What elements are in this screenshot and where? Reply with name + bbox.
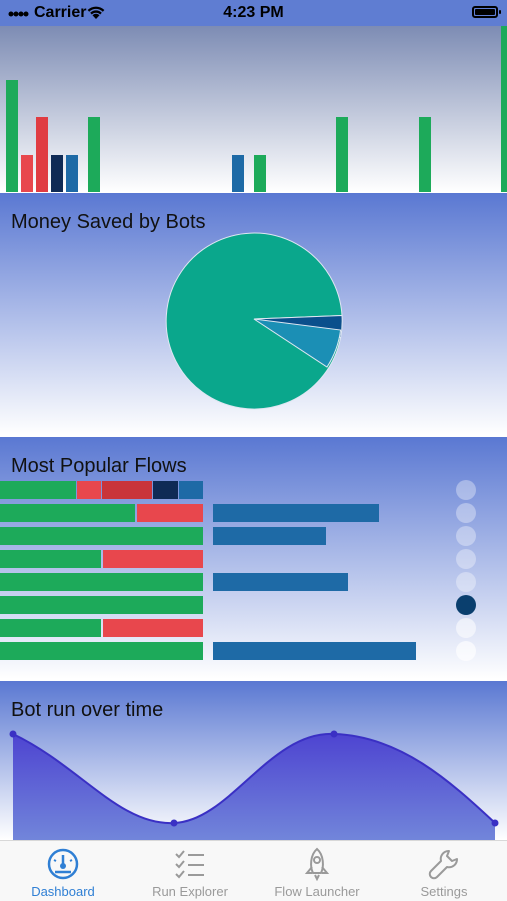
chart-bar xyxy=(21,155,33,192)
chart-bar xyxy=(51,155,63,192)
signal-icon xyxy=(8,11,29,17)
flow-count-bar xyxy=(213,642,416,660)
carrier-label: Carrier xyxy=(34,4,87,21)
chart-bar xyxy=(66,155,78,192)
clock: 4:23 PM xyxy=(223,4,284,21)
page-dot[interactable] xyxy=(456,480,476,500)
data-point xyxy=(170,819,178,827)
chart-bar xyxy=(6,80,18,192)
money-saved-panel: Money Saved by Bots xyxy=(0,193,507,435)
chart-bar xyxy=(254,155,266,192)
page-dot[interactable] xyxy=(456,503,476,523)
tab-settings[interactable]: Settings xyxy=(381,841,507,901)
tab-dashboard[interactable]: Dashboard xyxy=(0,841,126,901)
data-point xyxy=(9,730,17,738)
panel-title: Most Popular Flows xyxy=(11,455,187,477)
chart-bar xyxy=(232,155,244,192)
tab-label: Settings xyxy=(420,884,468,899)
tab-flow-launcher[interactable]: Flow Launcher xyxy=(254,841,380,901)
data-point xyxy=(330,730,338,738)
money-saved-pie-chart xyxy=(165,232,343,410)
page-dot-active[interactable] xyxy=(456,595,476,615)
panel-title: Bot run over time xyxy=(11,699,164,721)
tab-run-explorer[interactable]: Run Explorer xyxy=(127,841,253,901)
status-bar: Carrier 4:23 PM xyxy=(0,0,507,26)
data-point xyxy=(491,819,499,827)
flow-count-bar xyxy=(213,504,379,522)
bot-run-area-chart xyxy=(9,730,499,840)
tab-label: Run Explorer xyxy=(152,884,228,899)
page-dot[interactable] xyxy=(456,549,476,569)
page-dot[interactable] xyxy=(456,641,476,661)
wrench-icon xyxy=(428,850,458,880)
page-dot[interactable] xyxy=(456,572,476,592)
page-dot[interactable] xyxy=(456,526,476,546)
speedometer-icon xyxy=(47,848,79,880)
bot-run-panel: Bot run over time xyxy=(0,681,507,840)
tab-label: Flow Launcher xyxy=(274,884,360,899)
chart-bar xyxy=(501,26,507,192)
flow-count-bar xyxy=(213,573,348,591)
chart-bar xyxy=(88,117,100,192)
area-fill xyxy=(13,733,495,840)
page-dot[interactable] xyxy=(456,618,476,638)
pie-slice xyxy=(165,232,343,410)
battery-icon xyxy=(472,6,501,18)
wifi-icon xyxy=(87,6,105,19)
rocket-icon xyxy=(304,847,330,881)
chart-bar xyxy=(36,117,48,192)
chart-bar xyxy=(419,117,431,192)
tab-bar: Dashboard Run Explorer Flow Launcher Set… xyxy=(0,840,507,901)
pie-slice xyxy=(253,318,342,368)
bot-activity-bar-chart xyxy=(0,26,507,192)
area-line xyxy=(12,732,496,825)
popular-flows-panel: Most Popular Flows xyxy=(0,437,507,679)
checklist-icon xyxy=(175,850,204,879)
chart-bar xyxy=(336,117,348,192)
panel-title: Money Saved by Bots xyxy=(11,211,206,233)
flow-count-bar xyxy=(213,527,326,545)
tab-label: Dashboard xyxy=(31,884,95,899)
